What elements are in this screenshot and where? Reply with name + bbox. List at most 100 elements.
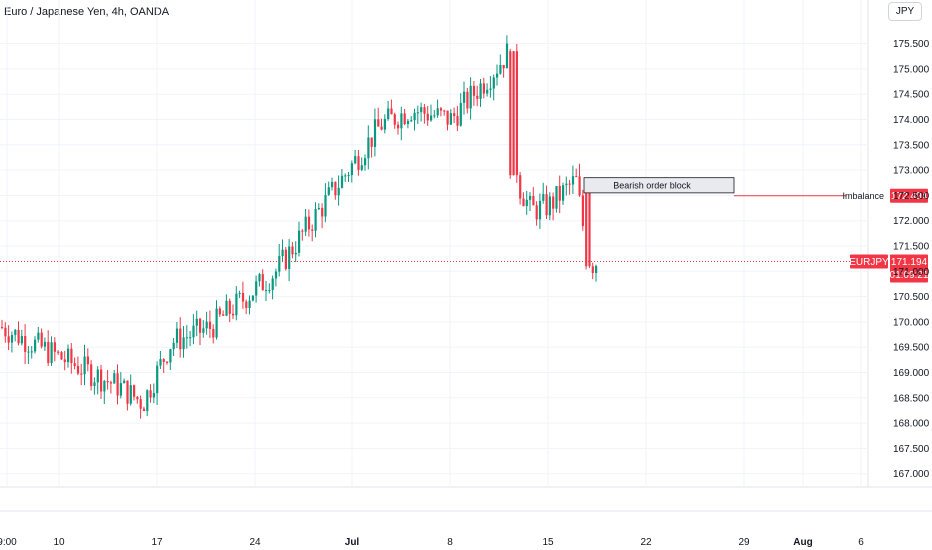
candle-body xyxy=(278,255,281,272)
candle-body xyxy=(575,176,578,178)
candle-body xyxy=(255,281,258,296)
candle-body xyxy=(10,335,14,343)
candle-body xyxy=(149,390,152,398)
candle-body xyxy=(334,181,337,196)
candle-body xyxy=(189,337,192,339)
candle-body xyxy=(53,342,56,352)
candle-body xyxy=(47,341,50,363)
candle-body xyxy=(93,382,96,387)
candle-body xyxy=(459,102,462,126)
candle-body xyxy=(552,196,555,209)
candle-body xyxy=(512,51,515,176)
candle-body xyxy=(449,113,452,125)
price-tick-label: 173.500 xyxy=(893,140,930,151)
price-tick-label: 170.500 xyxy=(893,292,930,303)
candle-body xyxy=(463,91,466,103)
candle-body xyxy=(119,383,122,396)
candle-body xyxy=(360,165,363,170)
candle-body xyxy=(106,381,109,383)
candle-body xyxy=(479,83,482,99)
candle-body xyxy=(113,373,116,384)
current-price-tag xyxy=(890,254,928,283)
candle-body xyxy=(562,185,565,201)
candle-body xyxy=(321,208,324,217)
candle-body xyxy=(486,89,489,94)
candle-body xyxy=(90,364,93,387)
symbol-tag xyxy=(850,254,888,269)
candle-body xyxy=(129,385,132,404)
candle-body xyxy=(271,278,274,291)
candle-body xyxy=(265,290,268,292)
candle-body xyxy=(311,229,314,231)
price-tick-label: 174.500 xyxy=(893,90,930,101)
candle-body xyxy=(222,314,225,316)
candle-body xyxy=(232,313,235,316)
candle-body xyxy=(24,335,27,352)
candle-body xyxy=(73,363,76,366)
candle-body xyxy=(568,183,571,185)
candle-body xyxy=(426,113,429,121)
candle-body xyxy=(509,51,512,176)
candle-body xyxy=(472,85,476,96)
candle-body xyxy=(100,369,103,392)
candle-body xyxy=(281,249,284,256)
candle-body xyxy=(284,249,287,269)
price-tick-label: 174.000 xyxy=(893,115,930,126)
candle-body xyxy=(548,196,551,216)
candle-body xyxy=(446,110,449,125)
time-tick-label: 8 xyxy=(447,537,453,548)
candle-body xyxy=(423,107,426,114)
candle-body xyxy=(208,321,212,329)
candle-body xyxy=(505,43,509,69)
candle-body xyxy=(182,337,185,350)
candle-body xyxy=(327,187,330,195)
candle-body xyxy=(126,380,129,404)
candle-body xyxy=(241,292,245,302)
candle-body xyxy=(109,382,113,384)
candle-body xyxy=(499,65,502,74)
candle-body xyxy=(136,396,139,400)
candle-body xyxy=(205,321,208,329)
time-tick-label: Jul xyxy=(345,537,360,548)
candle-body xyxy=(591,266,594,273)
candle-body xyxy=(555,186,558,209)
candle-body xyxy=(291,246,294,255)
candle-body xyxy=(456,116,459,126)
candle-body xyxy=(489,88,492,90)
candle-body xyxy=(212,328,215,338)
currency-button[interactable]: JPY xyxy=(888,2,922,21)
candle-body xyxy=(83,356,86,375)
candle-body xyxy=(522,198,525,207)
candle-body xyxy=(519,175,522,199)
candle-body xyxy=(57,351,60,353)
candle-body xyxy=(202,328,205,333)
candle-body xyxy=(588,185,591,267)
candle-body xyxy=(324,194,327,217)
candle-body xyxy=(403,113,406,125)
candle-body xyxy=(367,137,370,159)
candle-body xyxy=(443,110,446,112)
candle-body xyxy=(340,175,344,188)
candle-body xyxy=(469,85,472,109)
candle-body xyxy=(251,295,254,301)
price-tick-label: 169.000 xyxy=(893,368,930,379)
candle-body xyxy=(390,108,393,115)
price-tick-label: 168.000 xyxy=(893,419,930,430)
candle-body xyxy=(416,112,419,114)
current-price-value: 171.194 xyxy=(891,257,928,268)
candle-body xyxy=(413,112,416,121)
candle-body xyxy=(393,114,396,125)
candle-body xyxy=(288,246,291,269)
order-block-label: Bearish order block xyxy=(613,180,691,190)
candle-body xyxy=(261,274,264,291)
candle-body xyxy=(67,348,70,363)
candle-body xyxy=(17,329,20,344)
candle-body xyxy=(565,183,568,186)
candle-body xyxy=(215,308,218,338)
candle-body xyxy=(439,108,443,111)
price-tick-label: 173.000 xyxy=(893,166,930,177)
candle-body xyxy=(301,230,304,232)
candle-body xyxy=(34,339,37,352)
candle-body xyxy=(558,186,561,201)
